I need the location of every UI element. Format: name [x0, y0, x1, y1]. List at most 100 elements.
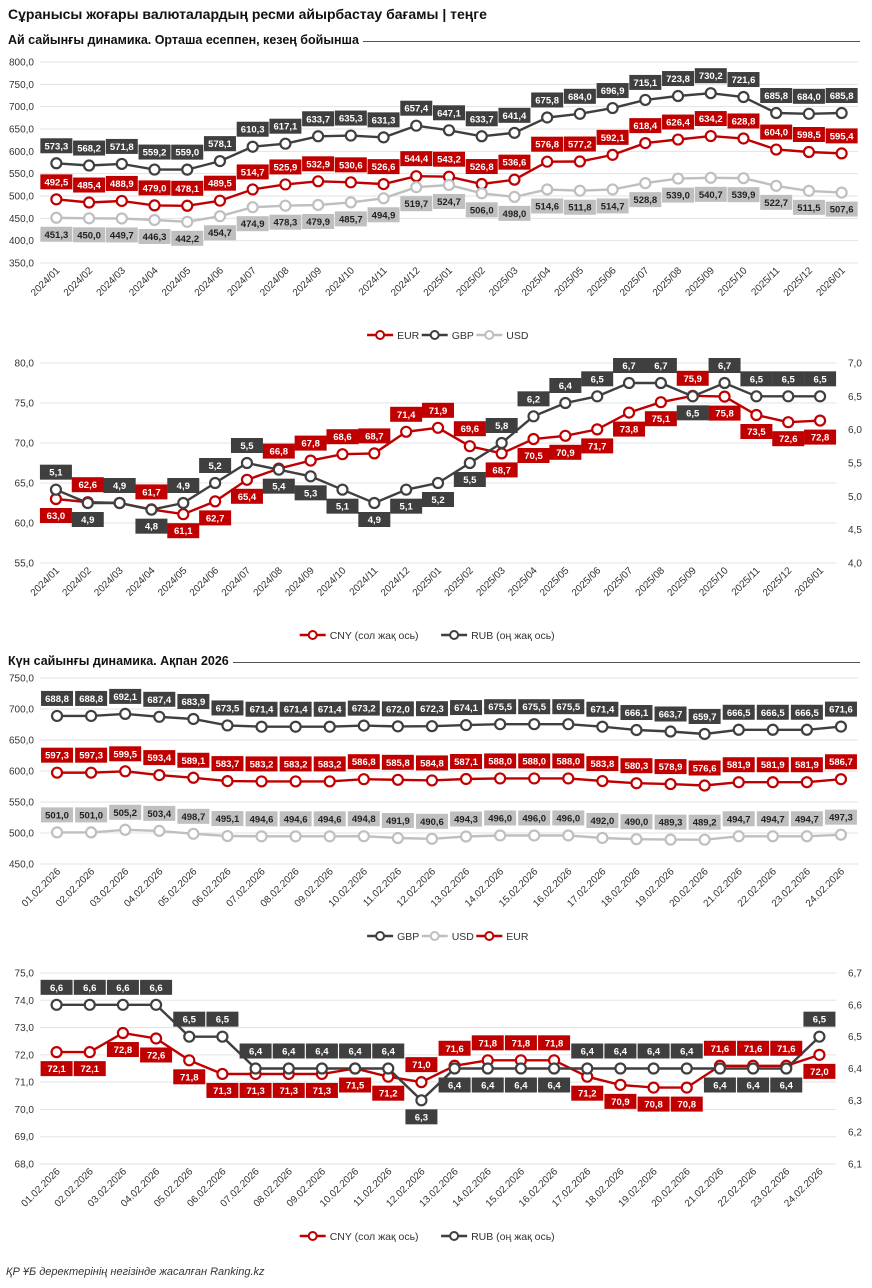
data-label-eur: 588,0	[522, 756, 546, 767]
data-label-gbp: 692,1	[113, 692, 137, 703]
data-label-box-rub	[173, 1011, 206, 1027]
data-label-rub: 6,4	[348, 1047, 362, 1058]
point-usd	[800, 830, 813, 843]
point-cny	[718, 390, 731, 403]
section-rule-daily	[8, 662, 860, 663]
data-label-box-eur	[756, 757, 789, 773]
data-label-rub: 6,4	[448, 1081, 462, 1092]
data-label-box-usd	[415, 813, 448, 829]
data-label-box-gbp	[177, 693, 210, 709]
legend-swatch-marker	[449, 1231, 460, 1241]
data-label-gbp: 633,7	[470, 114, 494, 125]
point-rub	[813, 1030, 826, 1043]
legend-swatch-marker	[484, 931, 495, 941]
data-label-box-cny	[140, 1047, 173, 1063]
data-label-usd: 519,7	[404, 199, 428, 210]
data-label-gbp: 688,8	[45, 694, 69, 705]
data-label-box-usd	[433, 193, 465, 209]
y2-tick-label: 6,0	[848, 425, 862, 436]
data-label-box-cny	[326, 429, 359, 445]
point-rub	[282, 1062, 295, 1075]
data-label-box-gbp	[756, 704, 789, 720]
data-label-usd: 446,3	[143, 232, 167, 243]
point-usd	[541, 183, 554, 196]
data-label-gbp: 633,7	[306, 114, 330, 125]
data-label-gbp: 578,1	[208, 139, 232, 150]
data-label-box-usd	[688, 814, 721, 830]
data-label-box-rub	[670, 1043, 703, 1059]
data-label-usd: 498,0	[503, 209, 527, 220]
data-label-box-gbp	[727, 72, 760, 88]
data-label-box-gbp	[313, 701, 346, 717]
data-label-box-usd	[620, 814, 653, 830]
point-eur	[153, 768, 166, 782]
data-label-box-usd	[334, 211, 367, 227]
point-gbp	[312, 130, 325, 143]
point-rub	[49, 483, 63, 496]
data-label-rub: 6,4	[249, 1047, 263, 1058]
data-label-box-cny	[708, 405, 741, 421]
data-label-box-rub	[422, 492, 454, 507]
data-label-box-cny	[803, 1063, 836, 1079]
data-label-usd: 489,3	[659, 818, 683, 829]
legend-label: CNY (сол жақ ось)	[330, 630, 419, 642]
data-label-box-eur	[825, 128, 858, 144]
data-label-usd: 494,7	[727, 814, 751, 825]
point-cny	[304, 454, 317, 467]
data-label-box-eur	[415, 755, 448, 771]
data-label-cny: 71,9	[429, 406, 448, 417]
point-rub	[209, 476, 222, 490]
data-label-cny: 70,8	[678, 1100, 697, 1111]
data-label-gbp: 696,9	[601, 86, 625, 97]
data-label-usd: 496,0	[556, 813, 580, 824]
point-usd	[573, 184, 586, 197]
data-label-gbp: 730,2	[699, 71, 723, 82]
data-label-usd: 451,3	[44, 230, 68, 241]
y-tick-label: 60,0	[15, 519, 35, 530]
data-label-cny: 71,5	[346, 1081, 365, 1092]
point-usd	[475, 187, 488, 200]
point-eur	[737, 132, 750, 145]
data-label-rub: 6,6	[83, 983, 96, 994]
data-label-box-cny	[405, 1057, 438, 1073]
footer-source: ҚР ҰБ деректерінің негізінде жасалған Ra…	[6, 1266, 265, 1278]
legend-label: CNY (сол жақ ось)	[330, 1231, 419, 1243]
point-gbp	[802, 107, 816, 120]
data-label-eur: 588,0	[488, 756, 512, 767]
data-label-box-rub	[517, 391, 550, 407]
data-label-cny: 68,7	[492, 465, 511, 476]
data-label-usd: 494,8	[352, 814, 376, 825]
data-label-gbp: 687,4	[147, 695, 171, 706]
data-label-rub: 6,5	[813, 374, 827, 385]
point-usd	[391, 831, 404, 845]
data-label-box-cny	[770, 1040, 803, 1056]
point-rub	[591, 390, 604, 403]
data-label-box-eur	[465, 159, 498, 175]
y2-tick-label: 6,2	[848, 1128, 862, 1139]
point-rub	[113, 496, 126, 510]
point-gbp	[528, 718, 541, 731]
data-label-usd: 522,7	[764, 198, 788, 209]
data-label-box-eur	[760, 124, 793, 140]
data-label-eur: 583,7	[216, 759, 240, 770]
point-rub	[718, 376, 731, 390]
point-gbp	[425, 720, 439, 733]
point-usd	[770, 179, 783, 192]
point-rub	[183, 1030, 196, 1043]
data-label-box-cny	[71, 477, 104, 493]
data-label-eur: 598,5	[797, 130, 821, 141]
y2-tick-label: 6,3	[848, 1096, 862, 1107]
legend-swatch-marker	[484, 330, 495, 340]
y-tick-label: 68,0	[15, 1160, 35, 1171]
point-cny	[240, 473, 254, 486]
data-label-rub: 6,4	[481, 1081, 495, 1092]
data-label-box-usd	[727, 187, 760, 203]
data-label-cny: 73,8	[620, 425, 639, 436]
data-label-rub: 6,6	[149, 983, 162, 994]
data-label-rub: 6,4	[614, 1047, 628, 1058]
data-label-box-eur	[269, 159, 302, 175]
data-label-usd: 450,0	[77, 230, 101, 241]
y-tick-label: 600,0	[9, 147, 34, 158]
data-label-box-usd	[629, 192, 662, 208]
data-label-box-cny	[230, 488, 263, 504]
